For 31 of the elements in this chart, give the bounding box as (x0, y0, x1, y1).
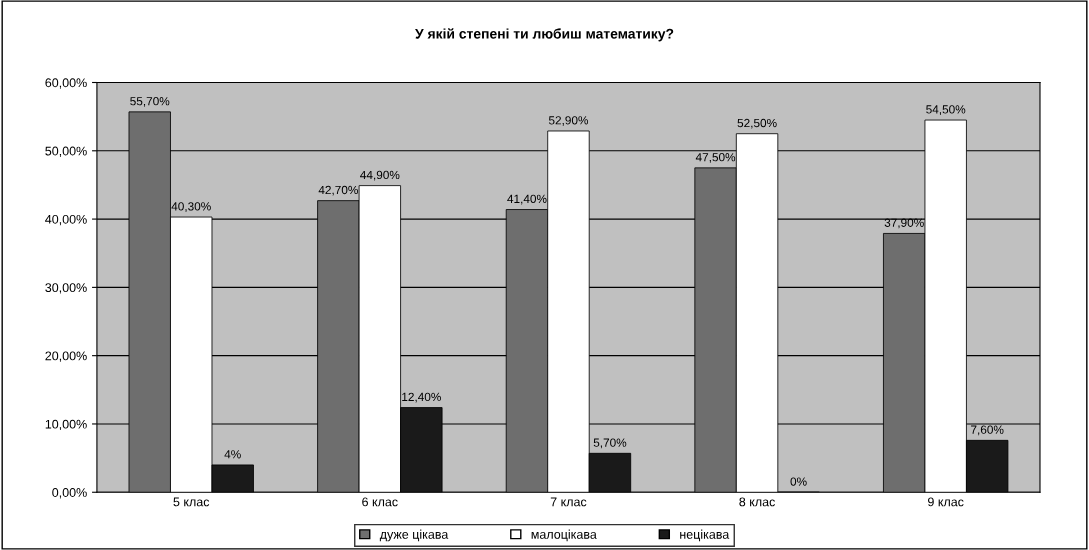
data-label: 52,90% (548, 116, 589, 126)
data-label: 54,50% (926, 105, 966, 115)
data-label: 7,60% (971, 425, 1004, 436)
y-tick-label: 20,00% (45, 351, 87, 362)
y-tick-label: 0,00% (52, 488, 87, 499)
data-label: 4% (224, 450, 241, 459)
data-label: 47,50% (695, 153, 736, 163)
x-tick-label: 9 клас (928, 497, 964, 507)
chart-title: У якій степені ти любиш математику? (415, 28, 674, 42)
data-label: 0% (790, 477, 807, 486)
x-tick-label: 5 клас (173, 497, 210, 507)
data-label: 52,50% (737, 118, 777, 129)
y-tick-label: 60,00% (45, 78, 87, 89)
data-label: 12,40% (402, 392, 441, 403)
legend-label: малоцікава (531, 529, 597, 542)
data-label: 55,70% (130, 97, 170, 107)
data-label: 5,70% (593, 438, 627, 449)
legend-label: дуже цікава (379, 529, 449, 542)
data-label: 37,90% (884, 218, 924, 229)
x-tick-label: 8 клас (739, 497, 776, 507)
y-tick-label: 40,00% (45, 214, 87, 226)
legend-label: нецікава (680, 529, 730, 542)
data-label: 44,90% (360, 170, 400, 181)
y-tick-label: 50,00% (45, 146, 87, 157)
data-label: 40,30% (171, 202, 211, 212)
data-label: 41,40% (507, 194, 547, 205)
x-tick-label: 7 клас (550, 497, 587, 507)
data-label: 42,70% (318, 185, 358, 196)
y-tick-label: 10,00% (45, 419, 87, 431)
x-tick-label: 6 клас (362, 497, 398, 507)
y-tick-label: 30,00% (45, 283, 87, 294)
